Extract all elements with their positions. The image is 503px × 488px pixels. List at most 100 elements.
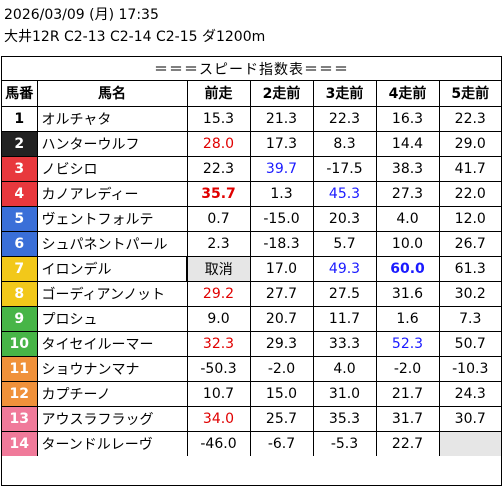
speed-index-last-race: -50.3 (186, 355, 251, 382)
speed-index-last-race: 0.7 (186, 205, 251, 232)
horse-name-cell: タイセイルーマー (36, 330, 188, 357)
table-row: 14 ターンドルレーヴ -46.0 -6.7 -5.3 22.7 (2, 430, 501, 456)
speed-index-2-races-ago: 20.7 (249, 305, 314, 332)
speed-index-4-races-ago: 14.4 (375, 130, 440, 157)
horse-number-cell: 4 (2, 180, 38, 207)
speed-index-3-races-ago: 35.3 (312, 405, 377, 432)
speed-index-4-races-ago: 16.3 (375, 105, 440, 132)
speed-index-2-races-ago: 1.3 (249, 180, 314, 207)
speed-index-last-race: 32.3 (186, 330, 251, 357)
speed-index-last-race: 22.3 (186, 155, 251, 182)
speed-index-5-races-ago: 30.7 (438, 405, 501, 432)
speed-index-5-races-ago: 26.7 (438, 230, 501, 257)
speed-index-last-race: 29.2 (186, 280, 251, 307)
horse-name-cell: ハンターウルフ (36, 130, 188, 157)
speed-index-2-races-ago: 39.7 (249, 155, 314, 182)
speed-index-3-races-ago: 27.5 (312, 280, 377, 307)
speed-index-4-races-ago: 22.7 (375, 430, 440, 456)
horse-number-cell: 1 (2, 105, 38, 132)
horse-name-cell: イロンデル (36, 255, 188, 282)
table-header-row: 馬番 馬名 前走 2走前 3走前 4走前 5走前 (2, 81, 501, 107)
speed-index-4-races-ago: 31.6 (375, 280, 440, 307)
race-datetime: 2026/03/09 (月) 17:35 (4, 7, 159, 23)
horse-number-cell: 13 (2, 405, 38, 432)
table-body: 1 オルチャタ 15.3 21.3 22.3 16.3 22.3 2 ハンターウルフ 28.0 17… (2, 105, 501, 456)
speed-index-5-races-ago: 41.7 (438, 155, 501, 182)
col-header-name: 馬名 (36, 81, 188, 107)
table-row: 13 アウスラフラッグ 34.0 25.7 35.3 31.7 30.7 (2, 405, 501, 432)
speed-index-3-races-ago: 4.0 (312, 355, 377, 382)
table-row: 8 ゴーディアンノット 29.2 27.7 27.5 31.6 30.2 (2, 280, 501, 307)
speed-index-3-races-ago: 11.7 (312, 305, 377, 332)
horse-number-cell: 8 (2, 280, 38, 307)
speed-index-3-races-ago: 49.3 (312, 255, 377, 282)
speed-index-5-races-ago: 29.0 (438, 130, 501, 157)
speed-index-2-races-ago: -2.0 (249, 355, 314, 382)
speed-index-3-races-ago: -5.3 (312, 430, 377, 456)
table-row: 6 シュパネントパール 2.3 -18.3 5.7 10.0 26.7 (2, 230, 501, 257)
speed-index-3-races-ago: 8.3 (312, 130, 377, 157)
horse-name-cell: ターンドルレーヴ (36, 430, 188, 456)
speed-index-table: 馬番 馬名 前走 2走前 3走前 4走前 5走前 1 オルチャタ 15.3 21.3 2… (2, 81, 501, 456)
speed-index-last-race: 28.0 (186, 130, 251, 157)
speed-index-5-races-ago: 61.3 (438, 255, 501, 282)
horse-name-cell: プロシュ (36, 305, 188, 332)
speed-index-2-races-ago: 29.3 (249, 330, 314, 357)
table-row: 5 ヴェントフォルテ 0.7 -15.0 20.3 4.0 12.0 (2, 205, 501, 232)
speed-index-2-races-ago: 27.7 (249, 280, 314, 307)
scratched-cell: 取消 (186, 255, 251, 282)
speed-index-4-races-ago: 60.0 (375, 255, 440, 282)
speed-index-2-races-ago: 17.0 (249, 255, 314, 282)
speed-index-2-races-ago: 25.7 (249, 405, 314, 432)
speed-index-3-races-ago: 20.3 (312, 205, 377, 232)
speed-index-3-races-ago: 33.3 (312, 330, 377, 357)
col-header-3-races-ago: 3走前 (312, 81, 377, 107)
speed-index-4-races-ago: 27.3 (375, 180, 440, 207)
speed-index-2-races-ago: -15.0 (249, 205, 314, 232)
table-row: 3 ノビシロ 22.3 39.7 -17.5 38.3 41.7 (2, 155, 501, 182)
speed-index-4-races-ago: -2.0 (375, 355, 440, 382)
table-row: 9 プロシュ 9.0 20.7 11.7 1.6 7.3 (2, 305, 501, 332)
table-row: 7 イロンデル 取消 17.0 49.3 60.0 61.3 (2, 255, 501, 282)
horse-name-cell: ゴーディアンノット (36, 280, 188, 307)
horse-name-cell: アウスラフラッグ (36, 405, 188, 432)
table-row: 4 カノアレディー 35.7 1.3 45.3 27.3 22.0 (2, 180, 501, 207)
speed-index-4-races-ago: 10.0 (375, 230, 440, 257)
horse-number-cell: 14 (2, 430, 38, 456)
speed-index-4-races-ago: 1.6 (375, 305, 440, 332)
speed-index-2-races-ago: 17.3 (249, 130, 314, 157)
col-header-2-races-ago: 2走前 (249, 81, 314, 107)
speed-index-5-races-ago: 50.7 (438, 330, 501, 357)
speed-index-panel: ＝＝＝スピード指数表＝＝＝ 馬番 馬名 前走 2走前 3走前 4走前 (1, 56, 502, 486)
speed-index-2-races-ago: 21.3 (249, 105, 314, 132)
table-row: 10 タイセイルーマー 32.3 29.3 33.3 52.3 50.7 (2, 330, 501, 357)
horse-number-cell: 6 (2, 230, 38, 257)
table-title: ＝＝＝スピード指数表＝＝＝ (2, 57, 501, 81)
speed-index-5-races-ago: 22.0 (438, 180, 501, 207)
horse-name-cell: ショウナンマナ (36, 355, 188, 382)
speed-index-3-races-ago: 45.3 (312, 180, 377, 207)
speed-index-last-race: 35.7 (186, 180, 251, 207)
horse-name-cell: ノビシロ (36, 155, 188, 182)
speed-index-5-races-ago: 22.3 (438, 105, 501, 132)
speed-index-3-races-ago: -17.5 (312, 155, 377, 182)
col-header-last-race: 前走 (186, 81, 251, 107)
col-header-5-races-ago: 5走前 (438, 81, 501, 107)
horse-name-cell: カプチーノ (36, 380, 188, 407)
horse-number-cell: 5 (2, 205, 38, 232)
speed-index-4-races-ago: 4.0 (375, 205, 440, 232)
speed-index-5-races-ago: -10.3 (438, 355, 501, 382)
speed-index-4-races-ago: 21.7 (375, 380, 440, 407)
speed-index-3-races-ago: 31.0 (312, 380, 377, 407)
speed-index-3-races-ago: 22.3 (312, 105, 377, 132)
speed-index-2-races-ago: -18.3 (249, 230, 314, 257)
speed-index-5-races-ago (438, 430, 501, 456)
speed-index-4-races-ago: 52.3 (375, 330, 440, 357)
horse-name-cell: カノアレディー (36, 180, 188, 207)
horse-number-cell: 3 (2, 155, 38, 182)
speed-index-4-races-ago: 38.3 (375, 155, 440, 182)
speed-index-5-races-ago: 12.0 (438, 205, 501, 232)
speed-index-last-race: 9.0 (186, 305, 251, 332)
table-row: 2 ハンターウルフ 28.0 17.3 8.3 14.4 29.0 (2, 130, 501, 157)
